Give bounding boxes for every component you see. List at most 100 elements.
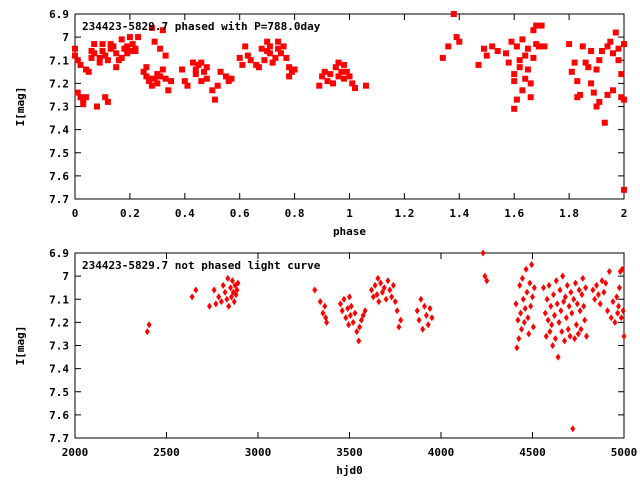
data-point (223, 73, 229, 80)
phased-light-curve-panel: 6.9 7 7.1 7.2 7.3 7.4 7.5 7.6 7.7 0 0.2 0.4 0.6 0.8 1… (14, 8, 627, 238)
data-point (527, 279, 533, 287)
data-point (568, 68, 575, 75)
data-point (522, 305, 528, 312)
data-point (80, 101, 87, 108)
data-point (110, 43, 117, 50)
x-tick-label: 3000 (245, 446, 272, 459)
data-point (513, 43, 520, 50)
x-tick-label: 1.6 (504, 207, 524, 220)
y-tick-label: 7.6 (49, 170, 69, 183)
data-point (118, 36, 125, 43)
data-point (603, 279, 609, 287)
x-tick-label: 0 (72, 207, 79, 220)
data-point (545, 316, 551, 324)
data-point (573, 279, 578, 287)
data-point (383, 295, 389, 303)
data-point (554, 300, 560, 308)
data-point (531, 284, 537, 292)
data-point (228, 75, 235, 82)
y-tick-label: 7.2 (49, 77, 69, 90)
data-point (203, 64, 210, 71)
data-point (570, 425, 576, 433)
data-point (226, 302, 232, 310)
data-point (162, 75, 169, 82)
data-point (585, 64, 592, 71)
data-point (610, 298, 616, 306)
data-point (520, 295, 526, 303)
x-axis-label: phase (333, 225, 366, 238)
data-point (324, 78, 331, 85)
data-point (317, 298, 323, 306)
data-point (596, 98, 603, 105)
data-point (482, 272, 488, 280)
data-point (356, 337, 362, 345)
data-point (575, 330, 581, 338)
data-point (85, 68, 92, 75)
data-point (553, 277, 559, 285)
data-point (494, 48, 501, 54)
data-point (330, 80, 336, 87)
data-point (354, 328, 360, 336)
data-point (525, 314, 531, 322)
data-point (143, 64, 150, 71)
data-point (439, 54, 446, 61)
data-point (394, 307, 400, 315)
data-point (218, 298, 224, 306)
data-points (72, 11, 627, 193)
data-point (88, 54, 95, 61)
data-point (151, 75, 158, 82)
data-point (516, 335, 522, 343)
data-point (94, 103, 100, 110)
data-point (527, 80, 534, 87)
data-point (157, 45, 164, 52)
data-point (343, 68, 350, 75)
data-point (557, 286, 563, 294)
data-point (562, 337, 567, 345)
data-point (576, 286, 582, 294)
data-point (569, 309, 575, 317)
data-point (74, 57, 81, 64)
data-point (258, 45, 265, 52)
data-point (148, 24, 155, 31)
data-point (159, 66, 166, 73)
data-point (372, 281, 378, 289)
data-point (343, 314, 349, 322)
data-point (515, 316, 521, 324)
data-point (349, 80, 356, 87)
y-tick-label: 7.7 (49, 432, 69, 445)
data-point (568, 288, 574, 296)
data-point (484, 277, 490, 285)
data-point (418, 295, 424, 303)
y-tick-label: 7.4 (49, 124, 69, 137)
data-point (91, 41, 98, 48)
data-point (266, 43, 273, 50)
data-point (612, 29, 619, 36)
data-point (264, 38, 271, 45)
data-point (619, 265, 625, 273)
data-point (255, 64, 262, 71)
data-point (607, 38, 614, 45)
data-point (118, 54, 125, 61)
data-point (228, 284, 233, 292)
data-point (179, 66, 186, 73)
data-point (595, 291, 601, 299)
data-point (614, 293, 620, 301)
data-point (389, 293, 395, 301)
data-point (247, 57, 254, 64)
data-point (530, 323, 536, 331)
data-point (592, 295, 598, 303)
data-point (320, 309, 326, 317)
data-point (193, 286, 199, 294)
data-point (544, 295, 550, 303)
y-tick-label: 7.3 (49, 340, 69, 353)
data-point (198, 78, 205, 85)
x-tick-label: 4500 (519, 446, 546, 459)
data-point (77, 61, 84, 68)
data-point (423, 311, 429, 319)
data-point (146, 75, 153, 82)
data-point (104, 98, 111, 105)
data-point (508, 38, 515, 45)
data-point (523, 265, 529, 273)
data-point (72, 45, 78, 52)
